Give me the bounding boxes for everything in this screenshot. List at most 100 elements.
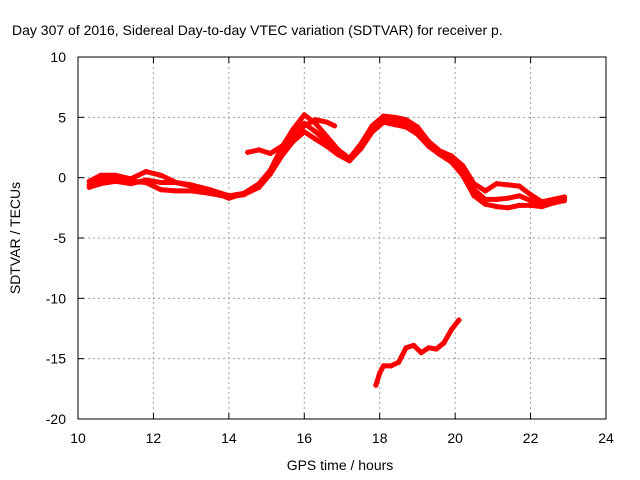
data-point <box>290 134 296 140</box>
chart-title: Day 307 of 2016, Sidereal Day-to-day VTE… <box>12 22 503 38</box>
data-point <box>98 181 104 187</box>
data-point <box>324 119 330 125</box>
data-point <box>143 177 149 183</box>
data-point <box>158 187 164 193</box>
data-point <box>313 136 319 142</box>
data-point <box>158 172 164 178</box>
data-point <box>113 178 119 184</box>
axis-ticks <box>77 56 607 420</box>
data-point <box>528 198 534 204</box>
data-point <box>188 188 194 194</box>
data-point <box>448 327 454 333</box>
data-point <box>380 363 387 369</box>
data-point <box>392 118 398 124</box>
data-point <box>267 150 273 157</box>
data-point <box>437 150 443 157</box>
data-point <box>505 182 511 188</box>
data-point <box>207 187 213 193</box>
data-point <box>528 202 534 208</box>
data-point <box>482 196 488 202</box>
data-point <box>369 126 375 132</box>
data-point <box>301 112 307 118</box>
data-point <box>158 179 164 186</box>
data-point <box>241 190 247 196</box>
data-point <box>324 138 330 145</box>
x-tick-label: 20 <box>447 430 463 446</box>
data-point <box>173 188 179 194</box>
data-point <box>448 157 454 163</box>
data-point <box>256 182 262 188</box>
data-point <box>396 359 402 365</box>
y-tick-label: -20 <box>46 411 66 427</box>
data-point <box>411 342 417 348</box>
data-point <box>373 382 379 388</box>
x-tick-label: 12 <box>146 430 162 446</box>
y-axis-label: SDTVAR / TECUs <box>7 182 23 294</box>
x-tick-label: 14 <box>221 430 237 446</box>
data-point <box>173 179 179 186</box>
data-point <box>471 187 477 193</box>
data-point <box>267 170 273 176</box>
grid <box>78 57 606 419</box>
series-line-track-5 <box>373 317 462 388</box>
x-tick-label: 24 <box>598 430 614 446</box>
y-tick-label: -5 <box>54 230 67 246</box>
y-tick-label: -10 <box>46 290 66 306</box>
data-point <box>494 204 500 210</box>
x-tick-label: 10 <box>70 430 86 446</box>
data-point <box>471 193 477 199</box>
data-point <box>358 143 364 149</box>
tick-labels: 10 12 14 16 18 20 22 24 -20 -15 -10 -5 0 5 10 <box>46 49 614 446</box>
data-point <box>313 117 319 123</box>
x-tick-label: 18 <box>372 430 388 446</box>
y-tick-label: 0 <box>58 170 66 186</box>
data-point <box>301 123 307 129</box>
data-point <box>414 128 420 134</box>
data-point <box>528 192 534 198</box>
data-point <box>418 350 424 356</box>
data-point <box>516 193 522 199</box>
data-point <box>505 195 511 201</box>
data-point <box>388 363 394 369</box>
data-point <box>86 184 92 190</box>
data-series <box>86 112 568 388</box>
data-point <box>403 345 409 351</box>
data-point <box>380 115 387 122</box>
data-point <box>256 147 262 153</box>
y-tick-label: 10 <box>50 49 66 65</box>
data-point <box>188 182 194 188</box>
x-tick-label: 22 <box>523 430 539 446</box>
data-point <box>403 120 409 126</box>
data-point <box>98 172 104 178</box>
data-point <box>516 202 522 208</box>
data-point <box>377 370 383 376</box>
data-point <box>561 196 568 202</box>
data-point <box>550 199 556 205</box>
data-point <box>505 205 511 211</box>
y-tick-label: -15 <box>46 351 66 367</box>
data-point <box>331 123 338 129</box>
data-point <box>441 340 447 346</box>
data-point <box>279 143 285 149</box>
data-point <box>335 148 341 154</box>
x-tick-label: 16 <box>296 430 312 446</box>
data-point <box>433 346 439 352</box>
data-point <box>226 193 232 199</box>
data-point <box>245 149 251 155</box>
data-point <box>460 167 466 173</box>
y-tick-label: 5 <box>58 109 66 125</box>
data-point <box>494 196 500 202</box>
data-point <box>494 181 500 187</box>
data-point <box>539 201 545 207</box>
x-axis-label: GPS time / hours <box>287 457 394 473</box>
data-point <box>313 129 319 135</box>
data-point <box>426 345 432 351</box>
data-point <box>426 141 432 147</box>
data-point <box>482 201 488 207</box>
data-point <box>128 181 134 187</box>
data-point <box>456 317 462 323</box>
data-point <box>346 157 353 163</box>
data-point <box>143 169 149 175</box>
data-point <box>516 183 522 189</box>
